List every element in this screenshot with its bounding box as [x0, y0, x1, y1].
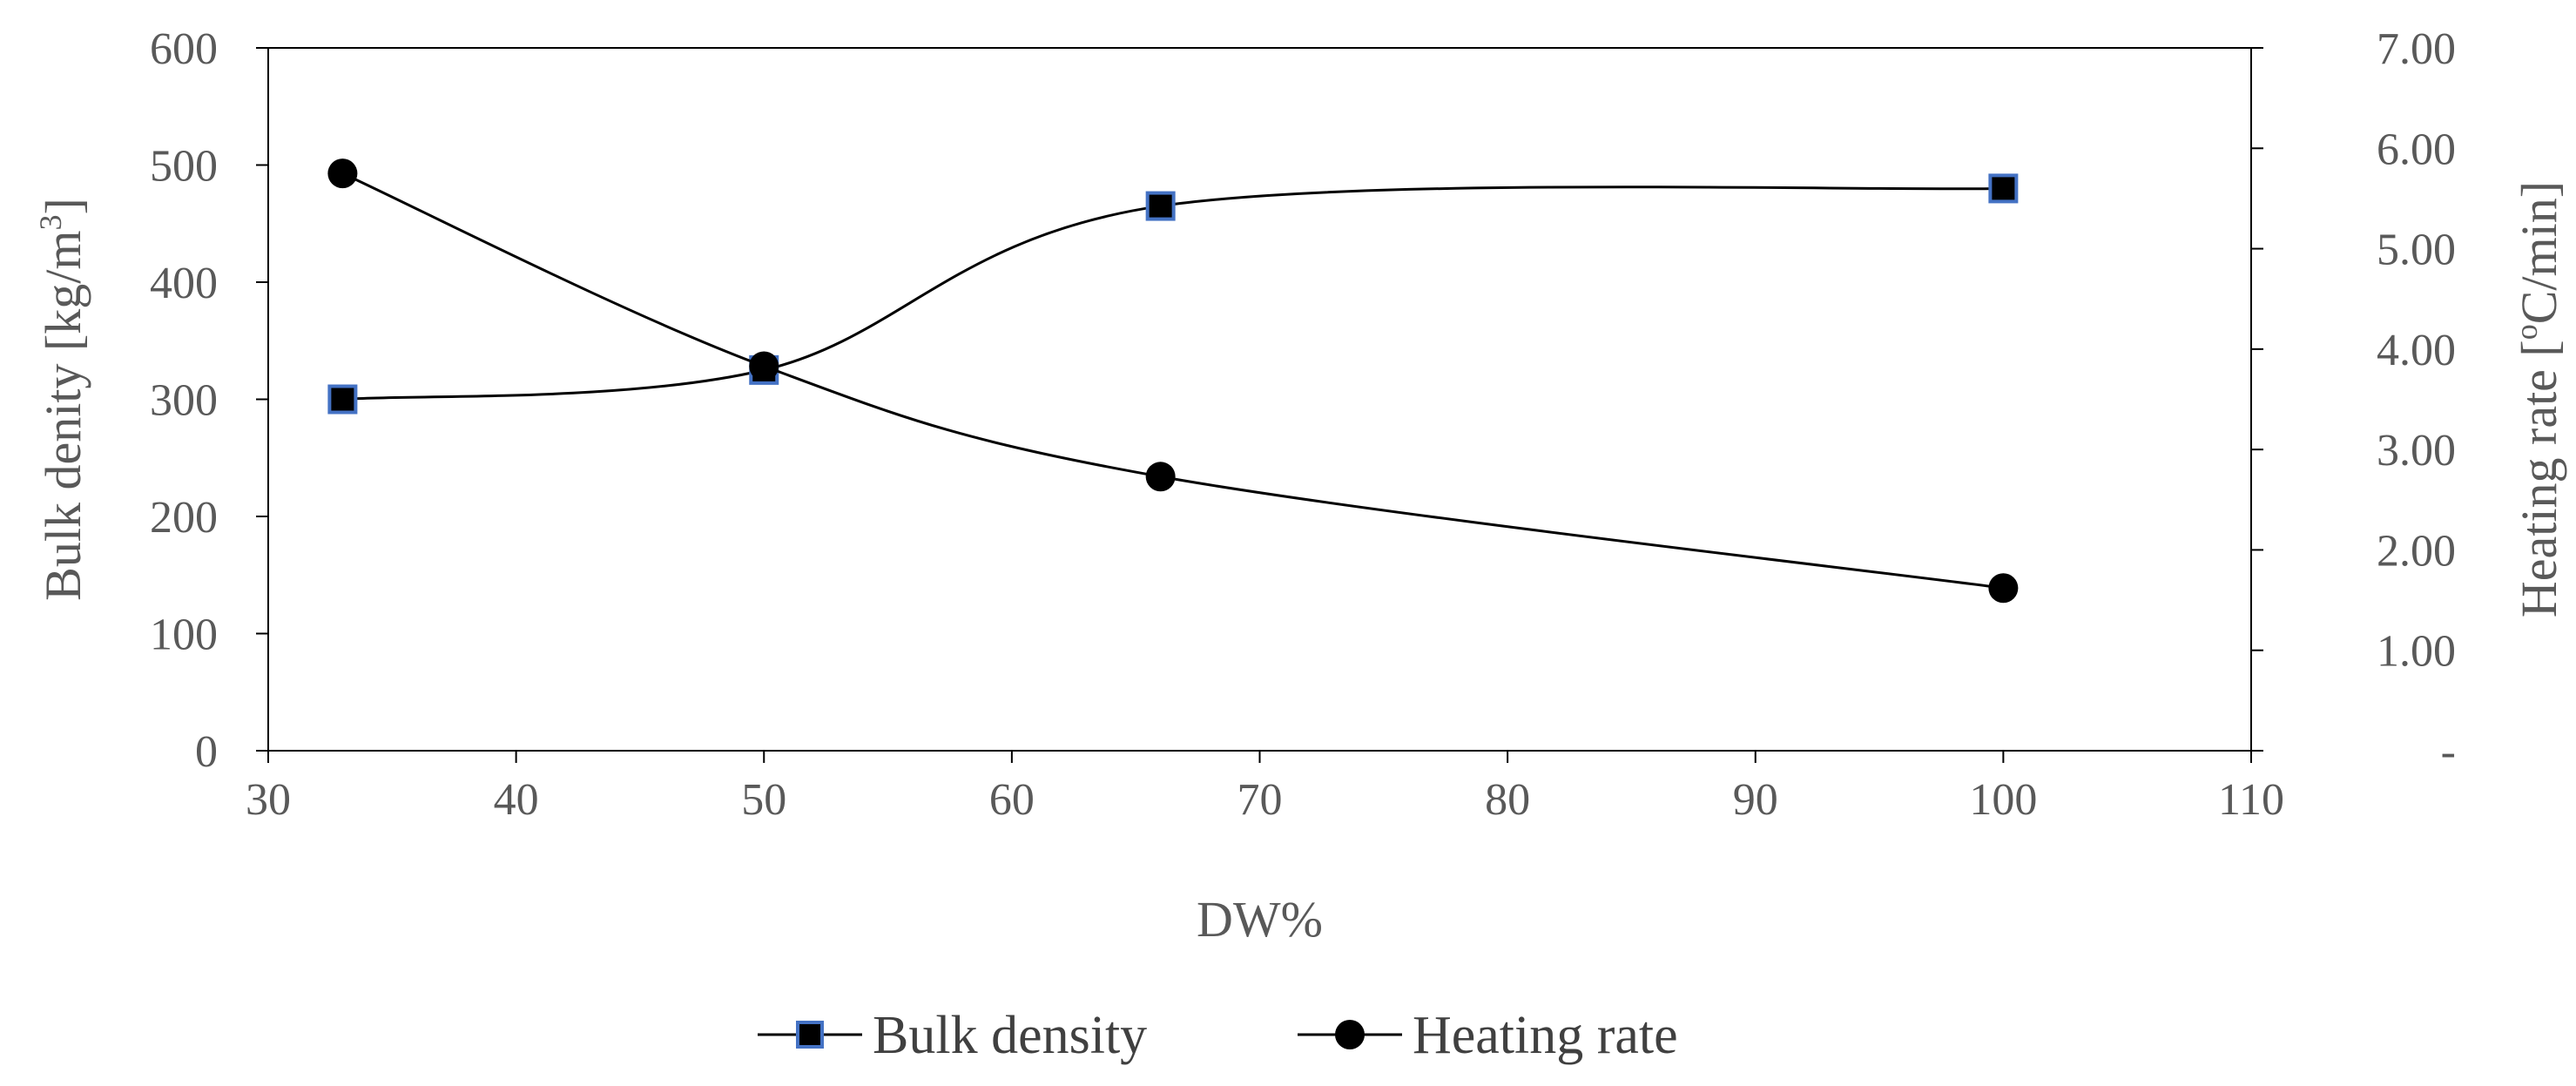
- data-point-heating-rate: [327, 159, 358, 189]
- series-line-heating-rate: [341, 172, 2004, 590]
- data-point-bulk-density: [327, 384, 358, 415]
- y-axis-title: Bulk denity [kg/m3]: [33, 198, 91, 601]
- y-tick-label: 200: [150, 493, 218, 543]
- legend-marker-bulk-density: [796, 1021, 824, 1049]
- y2-tick-label: 3.00: [2377, 426, 2456, 476]
- y-tick-label: 400: [150, 259, 218, 308]
- x-tick-label: 60: [989, 775, 1035, 825]
- x-tick-label: 70: [1237, 775, 1283, 825]
- data-point-heating-rate: [1988, 573, 2019, 604]
- y2-tick-label: 6.00: [2377, 125, 2456, 174]
- y-tick-label: 500: [150, 142, 218, 192]
- legend: Bulk density Heating rate: [758, 1006, 1678, 1065]
- y-axis-title-end: ]: [35, 198, 91, 214]
- y2-axis-title-superscript: o: [2509, 324, 2544, 340]
- x-tick-label: 30: [246, 775, 291, 825]
- x-tick-label: 90: [1733, 775, 1778, 825]
- legend-item-heating-rate: Heating rate: [1298, 1006, 1678, 1065]
- series-line-bulk-density: [342, 185, 2004, 401]
- legend-label-bulk-density: Bulk density: [873, 1006, 1147, 1065]
- y2-tick-label: 2.00: [2377, 526, 2456, 576]
- y-tick-label: 100: [150, 610, 218, 660]
- x-tick-label: 50: [741, 775, 786, 825]
- y-axis-title-superscript: 3: [33, 215, 68, 231]
- plot-area-frame: [267, 47, 2252, 752]
- y-axis-title-main: Bulk denity [kg/m: [35, 231, 91, 601]
- y2-tick-label: 5.00: [2377, 226, 2456, 275]
- x-tick-label: 80: [1485, 775, 1530, 825]
- y2-tick-label: 1.00: [2377, 627, 2456, 677]
- legend-marker-heating-rate: [1335, 1020, 1365, 1049]
- y-tick-label: 0: [195, 727, 218, 777]
- series-layer: [327, 159, 2019, 604]
- y2-tick-label: 7.00: [2377, 24, 2456, 74]
- x-axis-title: DW%: [1197, 891, 1323, 948]
- data-point-heating-rate: [749, 351, 779, 381]
- data-point-bulk-density: [1988, 173, 2019, 204]
- x-tick-label: 40: [494, 775, 539, 825]
- y-tick-label: 300: [150, 376, 218, 426]
- data-point-bulk-density: [1145, 191, 1176, 221]
- x-tick-label: 110: [2218, 775, 2284, 825]
- axes: 30 40 50 60 70 80 90 100 110 0 100 200 300 400 500 600 -…: [150, 24, 2456, 825]
- y2-tick-label: 4.00: [2377, 326, 2456, 375]
- x-tick-label: 100: [1969, 775, 2037, 825]
- y2-tick-label: -: [2441, 727, 2456, 777]
- data-point-heating-rate: [1145, 462, 1176, 492]
- y2-axis-title-end: C/min]: [2511, 181, 2567, 324]
- y2-axis-title-pre: Heating rate [: [2511, 340, 2567, 617]
- y2-axis-title: Heating rate [oC/min]: [2509, 181, 2567, 617]
- legend-item-bulk-density: Bulk density: [758, 1006, 1147, 1065]
- y-tick-label: 600: [150, 24, 218, 74]
- legend-label-heating-rate: Heating rate: [1413, 1006, 1678, 1065]
